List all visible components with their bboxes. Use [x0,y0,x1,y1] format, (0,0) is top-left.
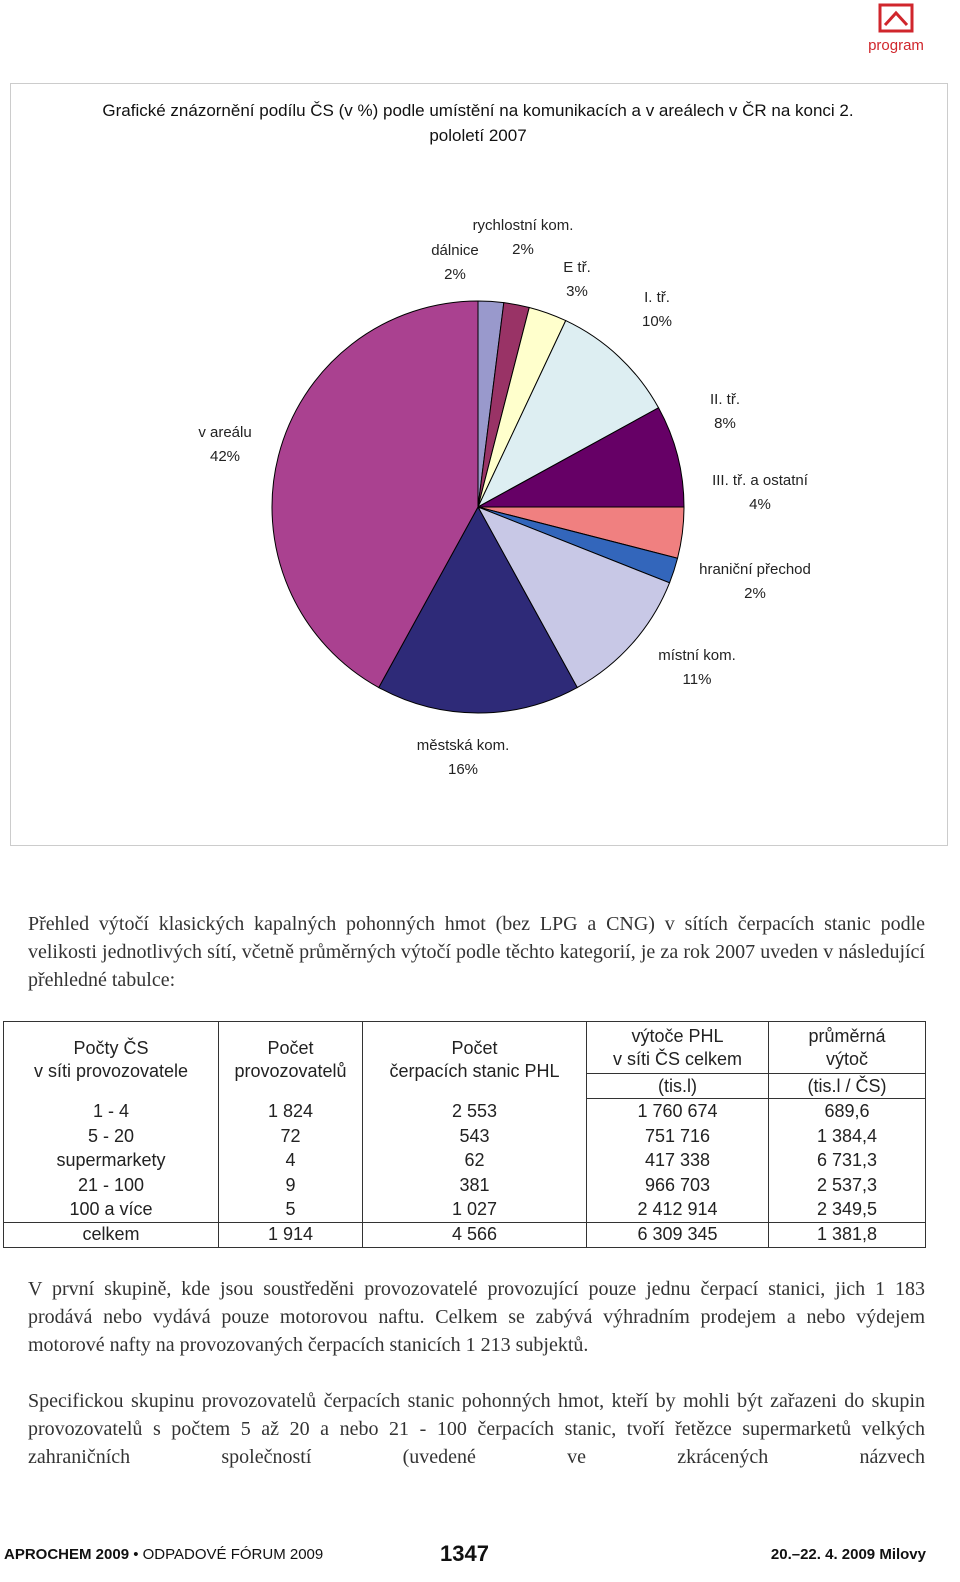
slice-value: 10% [642,313,672,330]
slice-value: 3% [566,283,588,300]
table-cell: 2 537,3 [768,1172,926,1197]
table-cell: 100 a více [3,1197,219,1222]
logo-chevron [883,10,909,27]
header-line: v síti provozovatele [33,1061,189,1082]
unit-cell: (tis.l / ČS) [768,1073,926,1099]
slice-label: místní kom. [658,647,736,664]
table-cell: 1 027 [362,1197,587,1222]
slice-value: 2% [744,585,766,602]
table-cell: 689,6 [768,1098,926,1124]
slice-value: 2% [512,241,534,258]
pie-slice [477,407,685,508]
slice-label: I. tř. [644,289,670,306]
page-number: 1347 [440,1541,489,1566]
logo-text: program [868,37,924,54]
header-cell: průměrná výtoč [768,1021,926,1074]
header-line: Počet [267,1038,314,1059]
table-cell: 381 [362,1172,587,1197]
header-line: provozovatelů [234,1061,347,1082]
slice-label: hraniční přechod [699,561,811,578]
table-cell: 6 731,3 [768,1148,926,1173]
table-cell: supermarkety [3,1148,219,1173]
header-line: Počty ČS [73,1038,149,1059]
table-cell: 543 [362,1123,587,1148]
logo-icon [878,3,914,33]
footer-bold: APROCHEM 2009 [4,1546,130,1563]
slice-label: v areálu [198,424,251,441]
table-cell: 5 [218,1197,363,1222]
table-cell: 751 716 [586,1123,769,1148]
header-cell: výtoče PHL v síti ČS celkem [586,1021,769,1074]
unit-cell: (tis.l) [586,1073,769,1099]
pie-slice [378,505,578,714]
table-cell: 4 [218,1148,363,1173]
header-line: výtoče PHL [631,1025,724,1046]
footer-right: 20.–22. 4. 2009 Milovy [770,1546,926,1563]
slice-label: III. tř. a ostatní [712,472,809,489]
header-line: průměrná [808,1025,886,1046]
chart-title: Grafické znázornění podílu ČS (v %) podl… [102,101,854,145]
table-cell: 1 384,4 [768,1123,926,1148]
table-cell: 9 [218,1172,363,1197]
header-cell: Počet čerpacích stanic PHL [362,1021,587,1099]
table-cell: 1 824 [218,1098,363,1124]
slice-label: II. tř. [710,391,740,408]
paragraph: Specifickou skupinu provozovatelů čerpac… [28,1390,925,1468]
total-cell: 1 914 [218,1221,363,1248]
header-line: Počet [451,1038,498,1059]
table-cell: 1 760 674 [586,1098,769,1124]
footer-text: • ODPADOVÉ FÓRUM 2009 [133,1546,324,1563]
chart-area: program dálnice 2% rychlostní kom. 2% E tř. 3… [10,3,948,846]
header-cell: Počet provozovatelů [218,1021,363,1099]
footer-left: APROCHEM 2009 • ODPADOVÉ FÓRUM 2009 [4,1546,323,1563]
total-cell: 6 309 345 [586,1221,769,1248]
table-row: 5 - 20 72 543 751 716 1 384,4 [3,1123,926,1148]
total-cell: 4 566 [362,1221,587,1248]
table-cell: 72 [218,1123,363,1148]
table-cell: 417 338 [586,1148,769,1173]
slice-value: 16% [448,761,478,778]
total-cell: celkem [3,1221,219,1248]
table-cell: 5 - 20 [3,1123,219,1148]
slice-label: E tř. [563,259,591,276]
slice-label: městská kom. [417,737,510,754]
slice-value: 11% [683,671,712,688]
slice-label: dálnice [431,242,479,259]
slice-value: 4% [749,496,771,513]
slice-value: 42% [210,448,240,465]
table-row: 21 - 100 9 381 966 703 2 537,3 [3,1172,926,1197]
table-cell: 21 - 100 [3,1172,219,1197]
table-row: supermarkety 4 62 417 338 6 731,3 [3,1148,926,1173]
table-cell: 62 [362,1148,587,1173]
header-line: čerpacích stanic PHL [389,1061,560,1082]
chart-frame [10,83,948,846]
table-cell: 2 349,5 [768,1197,926,1222]
data-table: Počty ČS v síti provozovatele Počet provoz… [3,1021,926,1248]
header-line: výtoč [825,1048,868,1069]
table-cell: 966 703 [586,1172,769,1197]
pie-slice [476,319,660,509]
total-cell: 1 381,8 [768,1221,926,1248]
pie-slice [476,506,671,689]
header-cell: Počty ČS v síti provozovatele [3,1021,219,1099]
table-row: 100 a více 5 1 027 2 412 914 2 349,5 [3,1197,926,1222]
slice-value: 2% [444,266,466,283]
slice-label: rychlostní kom. [473,217,574,234]
paragraph: Přehled výtočí klasických kapalných poho… [28,913,925,991]
pie: dálnice 2% rychlostní kom. 2% E tř. 3% I. tř. 1… [198,217,811,778]
total-row: celkem 1 914 4 566 6 309 345 1 381,8 [3,1221,926,1248]
header-line: v síti ČS celkem [612,1048,743,1069]
table-cell: 2 412 914 [586,1197,769,1222]
table-cell: 2 553 [362,1098,587,1124]
table-cell: 1 - 4 [3,1098,219,1124]
paragraph: V první skupině, kde jsou soustředěni pr… [28,1278,925,1356]
slice-value: 8% [714,415,736,432]
pie-slice [271,300,479,689]
